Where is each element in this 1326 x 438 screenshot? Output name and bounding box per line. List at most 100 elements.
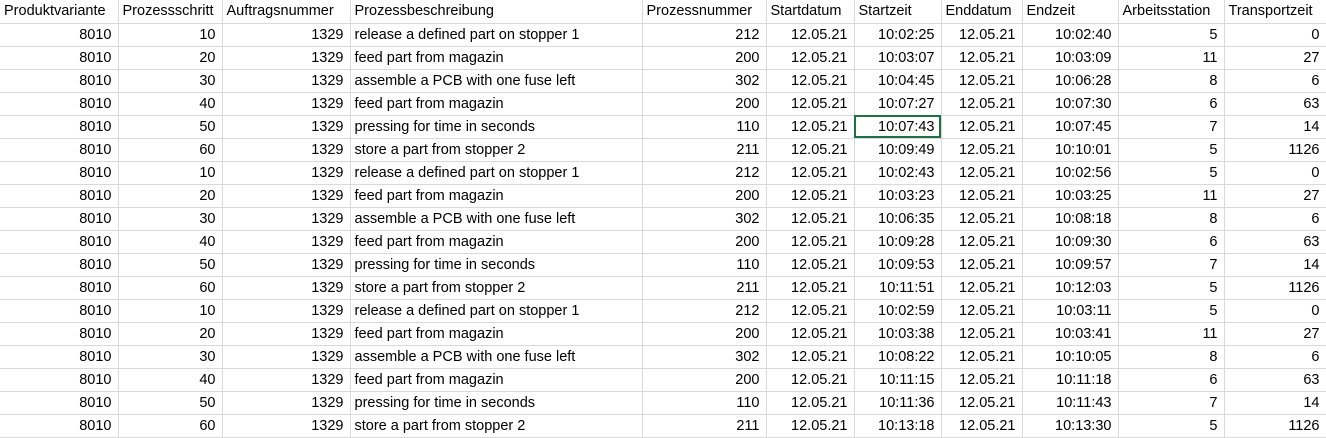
cell-arbeitsstation[interactable]: 7 (1118, 391, 1225, 415)
cell-startzeit[interactable]: 10:13:18 (854, 414, 942, 438)
cell-startdatum[interactable]: 12.05.21 (766, 253, 855, 277)
column-header-startdatum[interactable]: Startdatum (766, 0, 855, 24)
cell-enddatum[interactable]: 12.05.21 (941, 322, 1023, 346)
cell-startzeit[interactable]: 10:06:35 (854, 207, 942, 231)
cell-endzeit[interactable]: 10:09:57 (1022, 253, 1119, 277)
cell-startdatum[interactable]: 12.05.21 (766, 115, 855, 139)
column-header-auftragsnummer[interactable]: Auftragsnummer (222, 0, 351, 24)
cell-prozessschritt[interactable]: 60 (118, 138, 223, 162)
cell-produktvariante[interactable]: 8010 (0, 253, 119, 277)
cell-prozessschritt[interactable]: 60 (118, 276, 223, 300)
cell-prozessbeschreibung[interactable]: assemble a PCB with one fuse left (350, 345, 643, 369)
cell-prozessnummer[interactable]: 110 (642, 115, 767, 139)
cell-arbeitsstation[interactable]: 5 (1118, 414, 1225, 438)
cell-prozessnummer[interactable]: 212 (642, 161, 767, 185)
cell-startdatum[interactable]: 12.05.21 (766, 184, 855, 208)
cell-endzeit[interactable]: 10:12:03 (1022, 276, 1119, 300)
cell-produktvariante[interactable]: 8010 (0, 23, 119, 47)
cell-prozessschritt[interactable]: 10 (118, 299, 223, 323)
cell-endzeit[interactable]: 10:10:05 (1022, 345, 1119, 369)
cell-arbeitsstation[interactable]: 5 (1118, 161, 1225, 185)
cell-prozessschritt[interactable]: 10 (118, 23, 223, 47)
cell-startzeit[interactable]: 10:04:45 (854, 69, 942, 93)
cell-enddatum[interactable]: 12.05.21 (941, 115, 1023, 139)
cell-prozessschritt[interactable]: 20 (118, 322, 223, 346)
cell-transportzeit[interactable]: 1126 (1224, 414, 1326, 438)
cell-enddatum[interactable]: 12.05.21 (941, 276, 1023, 300)
cell-prozessnummer[interactable]: 200 (642, 184, 767, 208)
cell-auftragsnummer[interactable]: 1329 (222, 322, 351, 346)
cell-produktvariante[interactable]: 8010 (0, 184, 119, 208)
cell-produktvariante[interactable]: 8010 (0, 345, 119, 369)
cell-startzeit[interactable]: 10:11:36 (854, 391, 942, 415)
cell-enddatum[interactable]: 12.05.21 (941, 184, 1023, 208)
cell-enddatum[interactable]: 12.05.21 (941, 391, 1023, 415)
cell-prozessschritt[interactable]: 60 (118, 414, 223, 438)
cell-startdatum[interactable]: 12.05.21 (766, 92, 855, 116)
cell-startzeit[interactable]: 10:08:22 (854, 345, 942, 369)
cell-auftragsnummer[interactable]: 1329 (222, 115, 351, 139)
cell-endzeit[interactable]: 10:08:18 (1022, 207, 1119, 231)
cell-enddatum[interactable]: 12.05.21 (941, 69, 1023, 93)
cell-transportzeit[interactable]: 6 (1224, 207, 1326, 231)
cell-startdatum[interactable]: 12.05.21 (766, 161, 855, 185)
cell-prozessschritt[interactable]: 30 (118, 69, 223, 93)
cell-arbeitsstation[interactable]: 5 (1118, 23, 1225, 47)
cell-startzeit[interactable]: 10:09:28 (854, 230, 942, 254)
cell-prozessbeschreibung[interactable]: pressing for time in seconds (350, 115, 643, 139)
cell-produktvariante[interactable]: 8010 (0, 138, 119, 162)
column-header-prozessschritt[interactable]: Prozessschritt (118, 0, 223, 24)
cell-startzeit[interactable]: 10:02:59 (854, 299, 942, 323)
cell-prozessschritt[interactable]: 20 (118, 46, 223, 70)
cell-transportzeit[interactable]: 27 (1224, 322, 1326, 346)
selected-cell-startzeit[interactable]: 10:07:43 (854, 115, 942, 139)
cell-prozessbeschreibung[interactable]: feed part from magazin (350, 322, 643, 346)
cell-startzeit[interactable]: 10:11:15 (854, 368, 942, 392)
cell-endzeit[interactable]: 10:07:45 (1022, 115, 1119, 139)
cell-prozessnummer[interactable]: 110 (642, 391, 767, 415)
cell-auftragsnummer[interactable]: 1329 (222, 391, 351, 415)
cell-endzeit[interactable]: 10:03:41 (1022, 322, 1119, 346)
cell-arbeitsstation[interactable]: 11 (1118, 184, 1225, 208)
cell-startdatum[interactable]: 12.05.21 (766, 69, 855, 93)
cell-startzeit[interactable]: 10:02:43 (854, 161, 942, 185)
cell-endzeit[interactable]: 10:11:43 (1022, 391, 1119, 415)
cell-prozessnummer[interactable]: 302 (642, 207, 767, 231)
cell-endzeit[interactable]: 10:07:30 (1022, 92, 1119, 116)
cell-endzeit[interactable]: 10:06:28 (1022, 69, 1119, 93)
cell-startzeit[interactable]: 10:09:53 (854, 253, 942, 277)
cell-transportzeit[interactable]: 14 (1224, 391, 1326, 415)
cell-startzeit[interactable]: 10:02:25 (854, 23, 942, 47)
cell-prozessbeschreibung[interactable]: feed part from magazin (350, 368, 643, 392)
cell-startdatum[interactable]: 12.05.21 (766, 276, 855, 300)
cell-prozessschritt[interactable]: 30 (118, 345, 223, 369)
cell-startdatum[interactable]: 12.05.21 (766, 345, 855, 369)
cell-prozessnummer[interactable]: 211 (642, 276, 767, 300)
cell-transportzeit[interactable]: 1126 (1224, 276, 1326, 300)
column-header-endzeit[interactable]: Endzeit (1022, 0, 1119, 24)
cell-prozessnummer[interactable]: 212 (642, 23, 767, 47)
cell-produktvariante[interactable]: 8010 (0, 115, 119, 139)
cell-prozessnummer[interactable]: 110 (642, 253, 767, 277)
cell-prozessbeschreibung[interactable]: assemble a PCB with one fuse left (350, 207, 643, 231)
cell-startdatum[interactable]: 12.05.21 (766, 391, 855, 415)
cell-prozessnummer[interactable]: 200 (642, 322, 767, 346)
cell-prozessnummer[interactable]: 211 (642, 138, 767, 162)
cell-startzeit[interactable]: 10:07:27 (854, 92, 942, 116)
cell-arbeitsstation[interactable]: 6 (1118, 230, 1225, 254)
cell-produktvariante[interactable]: 8010 (0, 414, 119, 438)
cell-startdatum[interactable]: 12.05.21 (766, 230, 855, 254)
cell-enddatum[interactable]: 12.05.21 (941, 368, 1023, 392)
cell-startdatum[interactable]: 12.05.21 (766, 23, 855, 47)
cell-prozessnummer[interactable]: 302 (642, 345, 767, 369)
column-header-transportzeit[interactable]: Transportzeit (1224, 0, 1326, 24)
cell-transportzeit[interactable]: 6 (1224, 345, 1326, 369)
cell-prozessbeschreibung[interactable]: store a part from stopper 2 (350, 138, 643, 162)
cell-prozessschritt[interactable]: 40 (118, 230, 223, 254)
cell-produktvariante[interactable]: 8010 (0, 299, 119, 323)
cell-enddatum[interactable]: 12.05.21 (941, 230, 1023, 254)
cell-arbeitsstation[interactable]: 5 (1118, 299, 1225, 323)
cell-auftragsnummer[interactable]: 1329 (222, 46, 351, 70)
cell-produktvariante[interactable]: 8010 (0, 207, 119, 231)
cell-prozessbeschreibung[interactable]: release a defined part on stopper 1 (350, 299, 643, 323)
